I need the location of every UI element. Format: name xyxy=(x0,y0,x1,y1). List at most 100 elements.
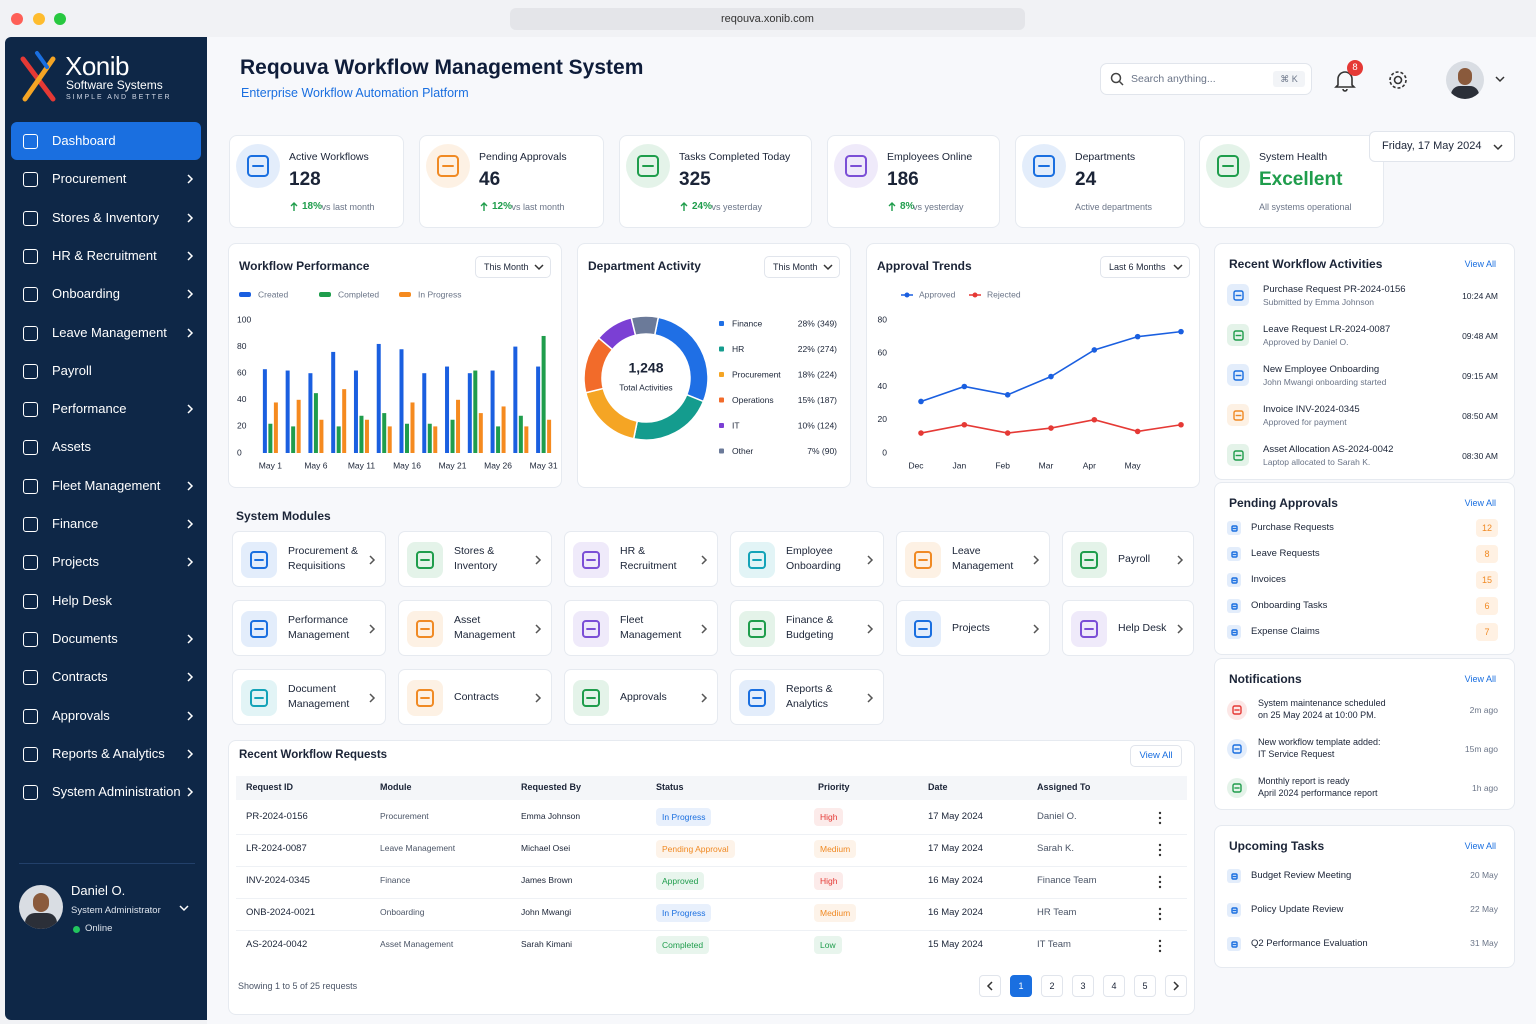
row-menu[interactable] xyxy=(1158,907,1162,921)
module-card[interactable]: Finance & Budgeting xyxy=(730,600,884,656)
chevron-path xyxy=(867,693,874,703)
page-button[interactable] xyxy=(1165,975,1187,997)
icon-glyph xyxy=(1232,783,1242,793)
bar xyxy=(536,366,541,453)
view-all-link[interactable]: View All xyxy=(1464,498,1496,508)
bar xyxy=(473,370,478,453)
nav-item[interactable]: Payroll xyxy=(11,352,201,390)
nav-item[interactable]: Reports & Analytics xyxy=(11,735,201,773)
glyph-shape xyxy=(914,551,932,569)
stat-value: 325 xyxy=(679,169,711,190)
search-shortcut: ⌘ K xyxy=(1273,71,1305,87)
filter-dropdown[interactable]: This Month xyxy=(764,256,840,278)
chevron-path xyxy=(823,264,833,271)
window-minimize[interactable] xyxy=(33,13,45,25)
module-card[interactable]: Procurement & Requisitions xyxy=(232,531,386,587)
search-box[interactable]: Search anything... ⌘ K xyxy=(1100,63,1312,95)
filter-dropdown[interactable]: Last 6 Months xyxy=(1100,256,1190,278)
notification-line: on 25 May 2024 at 10:00 PM. xyxy=(1258,710,1377,720)
table-cell: 17 May 2024 xyxy=(928,811,983,822)
nav-item[interactable]: Assets xyxy=(11,428,201,466)
icon-tile xyxy=(573,680,609,716)
browser-chrome: reqouva.xonib.com xyxy=(0,0,1536,37)
module-card[interactable]: Help Desk xyxy=(1062,600,1194,656)
brand-tagline: SIMPLE AND BETTER xyxy=(66,94,172,101)
pending-count: 6 xyxy=(1476,597,1498,615)
row-menu[interactable] xyxy=(1158,843,1162,857)
profile-chevron[interactable] xyxy=(1494,73,1506,85)
nav-label: Fleet Management xyxy=(52,477,161,493)
nav-item[interactable]: Procurement xyxy=(11,160,201,198)
legend-value: 18% (224) xyxy=(798,369,837,379)
module-card[interactable]: Fleet Management xyxy=(564,600,718,656)
module-card[interactable]: Projects xyxy=(896,600,1050,656)
page-button[interactable] xyxy=(979,975,1001,997)
nav-icon xyxy=(23,517,38,532)
nav-item[interactable]: Documents xyxy=(11,620,201,658)
nav-item[interactable]: Dashboard xyxy=(11,122,201,160)
nav-item[interactable]: Leave Management xyxy=(11,314,201,352)
module-card[interactable]: HR & Recruitment xyxy=(564,531,718,587)
nav-item[interactable]: System Administration xyxy=(11,773,201,811)
page-button[interactable]: 3 xyxy=(1072,975,1094,997)
chart-title: Approval Trends xyxy=(877,259,972,273)
module-card[interactable]: Payroll xyxy=(1062,531,1194,587)
date-label: Friday, 17 May 2024 xyxy=(1382,140,1482,152)
pending-label: Purchase Requests xyxy=(1251,522,1334,533)
module-card[interactable]: Document Management xyxy=(232,669,386,725)
module-name: Document Management xyxy=(288,683,350,710)
icon-glyph xyxy=(1080,620,1098,638)
nav-item[interactable]: Approvals xyxy=(11,697,201,735)
module-card[interactable]: Asset Management xyxy=(398,600,552,656)
page-button[interactable]: 5 xyxy=(1134,975,1156,997)
nav-item[interactable]: Fleet Management xyxy=(11,467,201,505)
glyph-shape xyxy=(416,689,434,707)
nav-label: Onboarding xyxy=(52,286,120,302)
nav-item[interactable]: Contracts xyxy=(11,658,201,696)
view-all-link[interactable]: View All xyxy=(1464,841,1496,851)
url-bar[interactable]: reqouva.xonib.com xyxy=(510,8,1025,30)
nav-item[interactable]: Onboarding xyxy=(11,275,201,313)
bar xyxy=(353,370,358,453)
module-card[interactable]: Performance Management xyxy=(232,600,386,656)
page-button[interactable]: 4 xyxy=(1103,975,1125,997)
nav-item[interactable]: Finance xyxy=(11,505,201,543)
bar xyxy=(342,389,347,453)
y-tick-label: 100 xyxy=(237,314,251,324)
module-card[interactable]: Contracts xyxy=(398,669,552,725)
icon-glyph xyxy=(1230,576,1238,584)
row-menu[interactable] xyxy=(1158,875,1162,889)
icon-glyph xyxy=(582,620,600,638)
x-tick-label: May 21 xyxy=(439,460,467,470)
view-all-link[interactable]: View All xyxy=(1464,259,1496,269)
bar xyxy=(364,419,369,453)
module-card[interactable]: Reports & Analytics xyxy=(730,669,884,725)
nav-item[interactable]: Stores & Inventory xyxy=(11,199,201,237)
row-menu[interactable] xyxy=(1158,811,1162,825)
settings-icon[interactable] xyxy=(1386,68,1410,92)
module-card[interactable]: Leave Management xyxy=(896,531,1050,587)
icon-tile xyxy=(834,144,878,188)
nav-item[interactable]: Help Desk xyxy=(11,582,201,620)
bar xyxy=(268,423,273,453)
module-card[interactable]: Approvals xyxy=(564,669,718,725)
page-button[interactable]: 1 xyxy=(1010,975,1032,997)
date-picker[interactable]: Friday, 17 May 2024 xyxy=(1369,131,1515,162)
nav-item[interactable]: HR & Recruitment xyxy=(11,237,201,275)
view-all-link[interactable]: View All xyxy=(1464,674,1496,684)
module-card[interactable]: Stores & Inventory xyxy=(398,531,552,587)
window-close[interactable] xyxy=(11,13,23,25)
chart-card: Approval Trends Last 6 Months Approved Reje… xyxy=(866,243,1200,488)
module-card[interactable]: Employee Onboarding xyxy=(730,531,884,587)
nav-item[interactable]: Performance xyxy=(11,390,201,428)
window-zoom[interactable] xyxy=(54,13,66,25)
line-point xyxy=(1091,347,1098,353)
nav-item[interactable]: Projects xyxy=(11,543,201,581)
filter-dropdown[interactable]: This Month xyxy=(475,256,551,278)
row-menu[interactable] xyxy=(1158,939,1162,953)
header-avatar[interactable] xyxy=(1446,61,1484,99)
chevron-path xyxy=(187,672,194,682)
icon-glyph xyxy=(437,155,459,177)
view-all-button[interactable]: View All xyxy=(1130,745,1182,767)
page-button[interactable]: 2 xyxy=(1041,975,1063,997)
